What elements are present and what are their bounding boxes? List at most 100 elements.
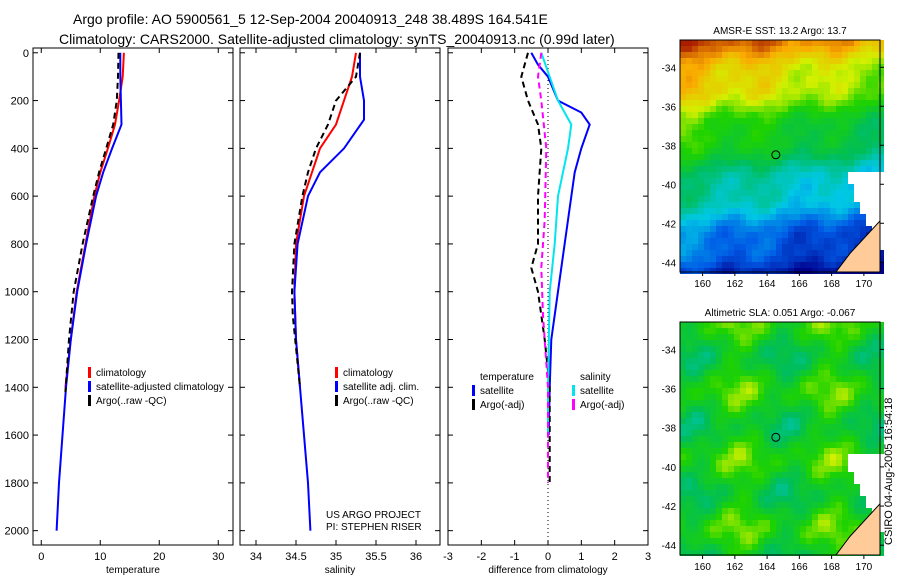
map-cell [680,52,686,58]
map-cell [824,466,830,472]
map-cell [788,166,794,172]
map-cell [878,70,884,76]
map-cell [692,418,698,424]
map-cell [836,346,842,352]
map-cell [854,148,860,154]
legend-label: satellite adj. clim. [343,382,419,393]
map-cell [758,250,764,256]
map-cell [710,232,716,238]
map-cell [836,334,842,340]
map-cell [770,160,776,166]
map-cell [806,376,812,382]
map-cell [692,478,698,484]
map-cell [698,394,704,400]
map-cell [692,412,698,418]
map-cell [686,484,692,490]
map-cell [878,124,884,130]
map-cell [794,136,800,142]
map-cell [752,178,758,184]
map-cell [800,136,806,142]
map-cell [770,508,776,514]
map-cell [812,256,818,262]
map-cell [836,190,842,196]
map-cell [812,184,818,190]
map-cell [878,100,884,106]
map-cell [842,334,848,340]
map-cell [830,514,836,520]
map-cell [812,40,818,46]
map-cell [704,166,710,172]
map-cell [716,496,722,502]
map-cell [866,166,872,172]
map-cell [734,154,740,160]
map-cell [746,136,752,142]
map-cell [812,136,818,142]
map-cell [782,454,788,460]
map-cell [800,532,806,538]
map-cell [842,142,848,148]
map-cell [854,202,860,208]
map-cell [872,328,878,334]
map-cell [782,526,788,532]
map-cell [812,406,818,412]
map-cell [836,244,842,250]
map-cell [692,430,698,436]
map-cell [770,220,776,226]
map-cell [752,244,758,250]
map-cell [680,328,686,334]
map-cell [806,484,812,490]
map-cell [848,406,854,412]
map-cell [740,58,746,64]
map-cell [800,502,806,508]
credit-text: CSIRO 04-Aug-2005 16:54:18 [883,398,895,545]
map-cell [770,496,776,502]
map-cell [824,148,830,154]
map-cell [818,172,824,178]
map-cell [698,154,704,160]
map-cell [800,82,806,88]
map-cell [854,94,860,100]
map-cell [746,532,752,538]
map-cell [752,400,758,406]
map-cell [788,394,794,400]
map-cell [764,520,770,526]
map-cell [836,148,842,154]
map-cell [836,238,842,244]
map-cell [764,232,770,238]
map-cell [830,532,836,538]
map-cell [788,52,794,58]
map-cell [752,376,758,382]
map-cell [710,64,716,70]
map-cell [764,448,770,454]
map-cell [824,124,830,130]
map-cell [812,526,818,532]
map-cell [752,238,758,244]
map-cell [710,484,716,490]
map-cell [710,544,716,550]
map-cell [836,424,842,430]
map-cell [740,400,746,406]
map-cell [842,76,848,82]
map-cell [866,418,872,424]
map-cell [764,406,770,412]
map-cell [758,460,764,466]
map-cell [704,442,710,448]
map-cell [866,88,872,94]
map-cell [872,412,878,418]
map-cell [878,400,884,406]
map-cell [692,130,698,136]
map-cell [734,448,740,454]
map-cell [836,40,842,46]
map-cell [716,94,722,100]
map-cell [752,382,758,388]
series-line-satellite-adj-clim- [293,52,365,531]
map-cell [764,412,770,418]
map-y-tick-label: -34 [662,63,677,74]
map-cell [734,70,740,76]
map-cell [698,190,704,196]
map-cell [770,244,776,250]
map-cell [806,346,812,352]
map-cell [692,250,698,256]
map-cell [770,208,776,214]
map-cell [818,82,824,88]
